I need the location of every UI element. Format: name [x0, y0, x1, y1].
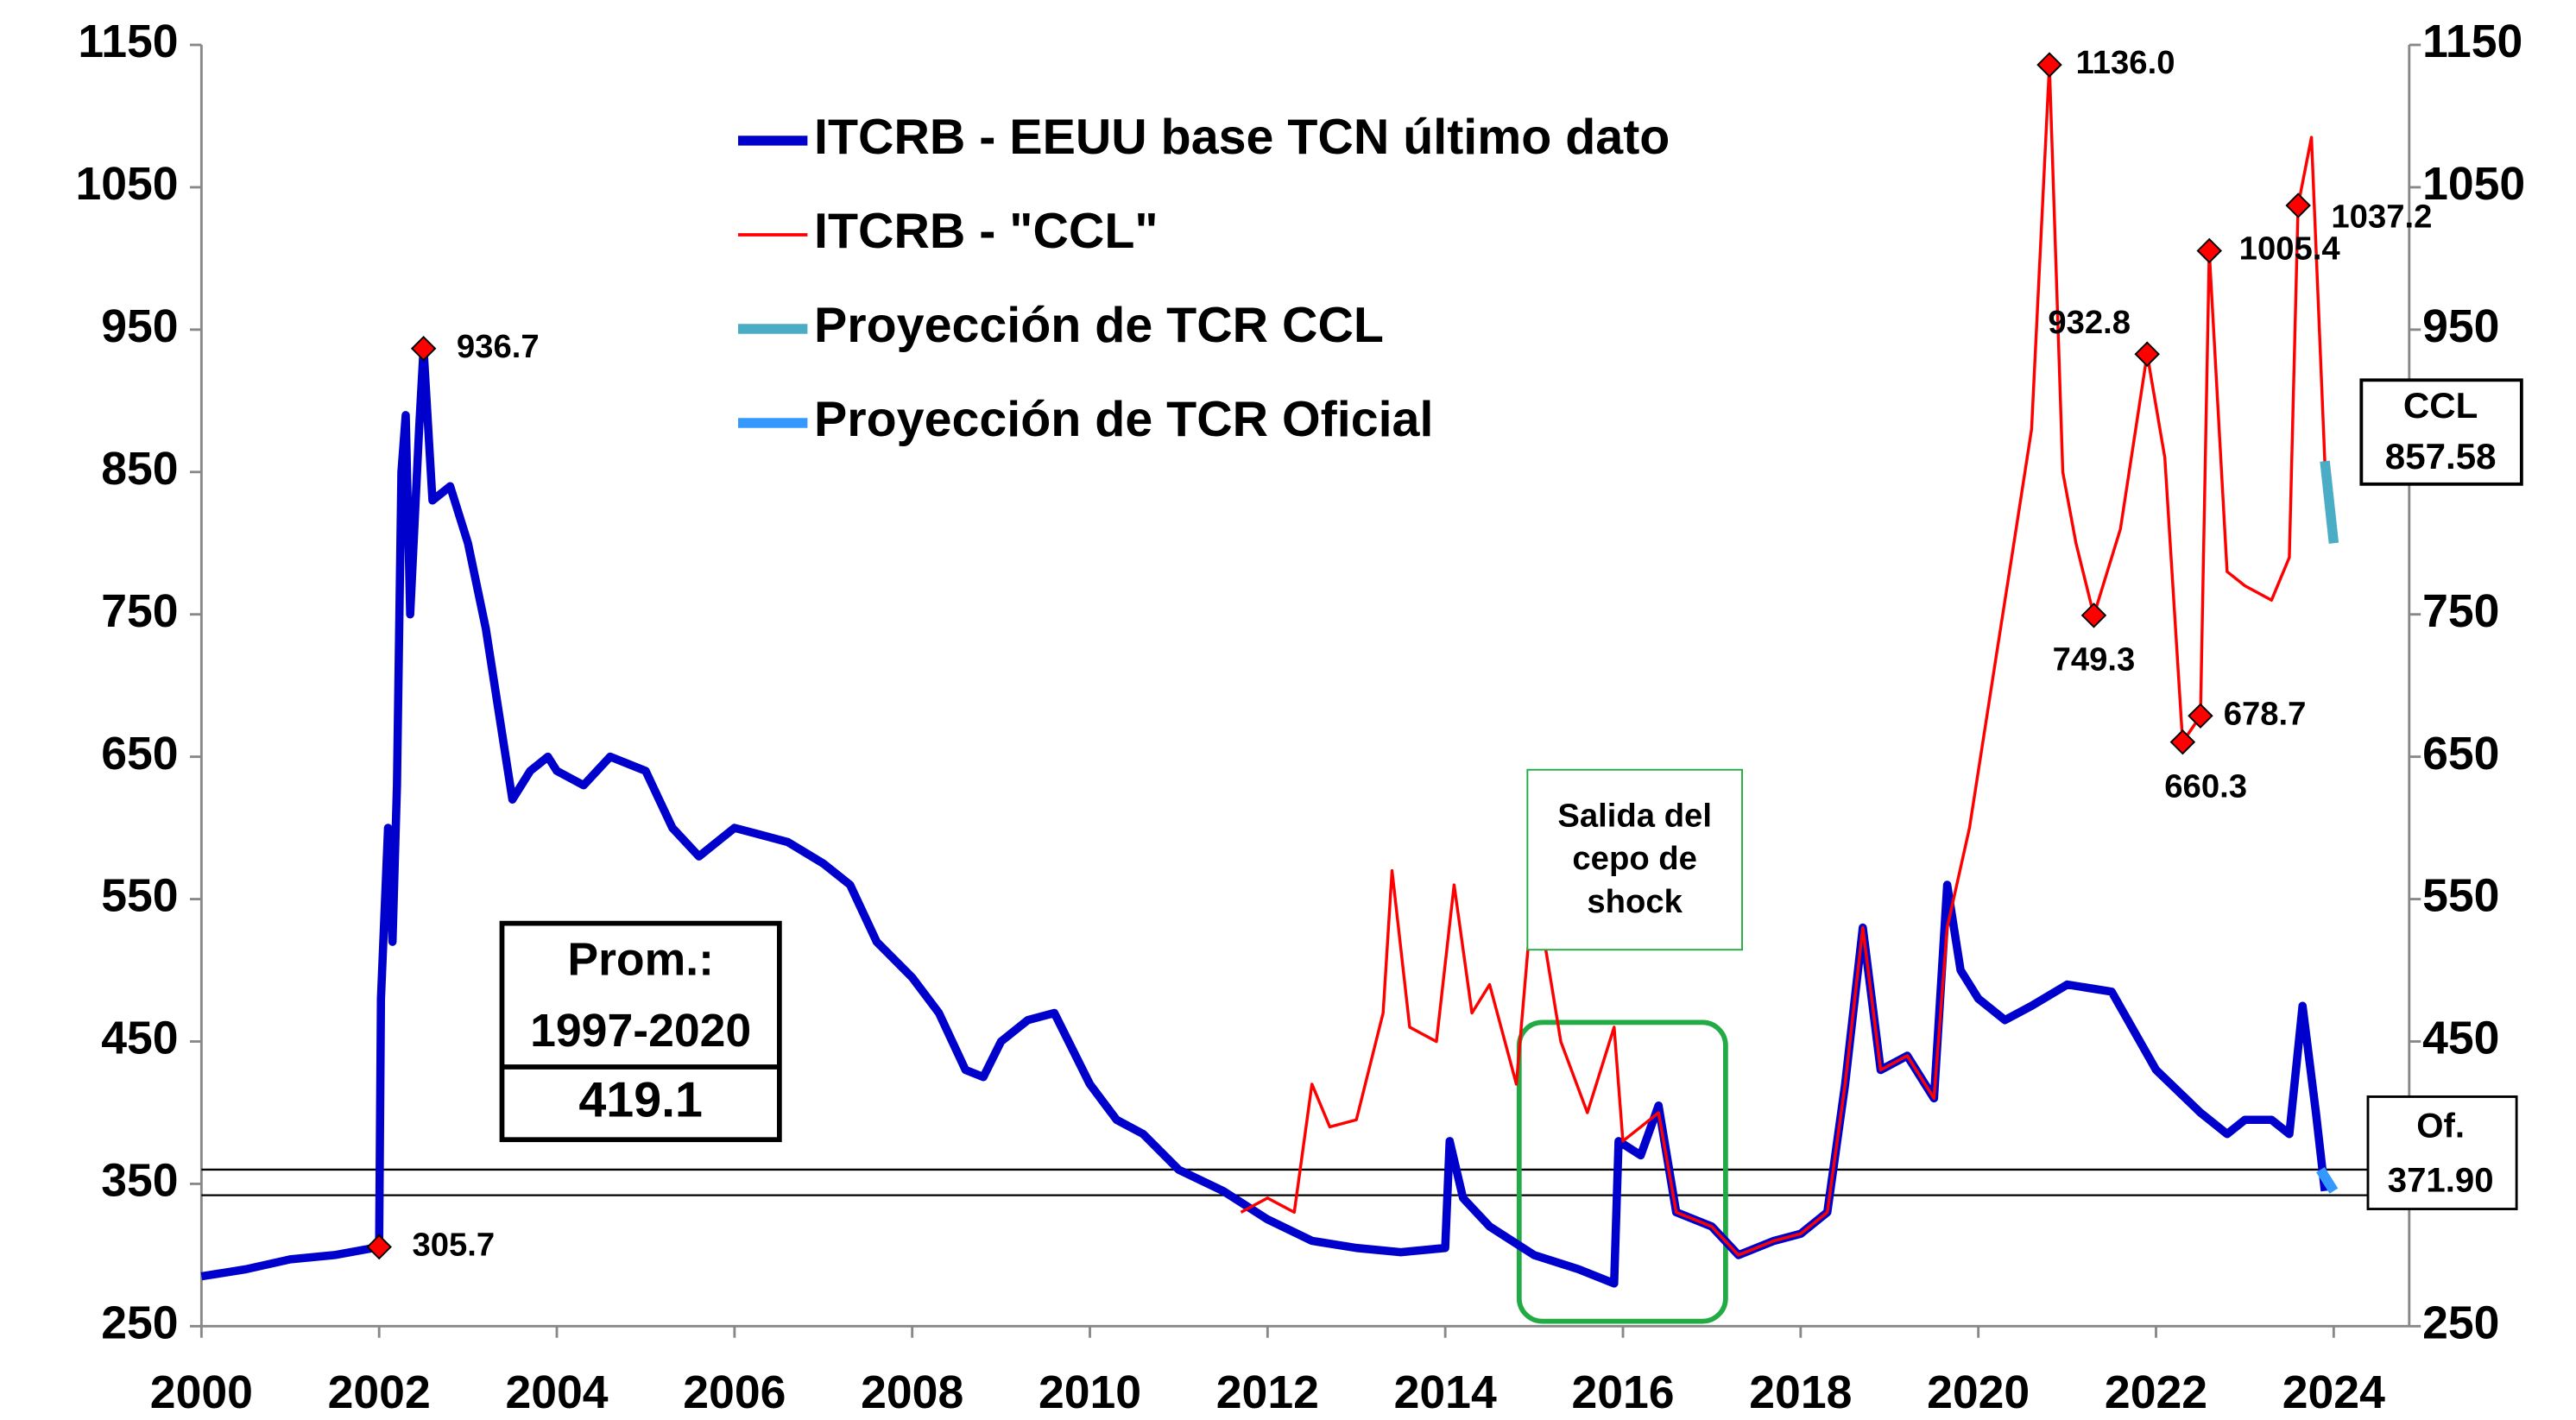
point-marker: [2134, 341, 2160, 367]
x-tick-label: 2014: [1394, 1367, 1497, 1416]
x-tick-label: 2022: [2105, 1367, 2207, 1416]
series-line: [2316, 1166, 2339, 1194]
legend-label: Proyección de TCR CCL: [814, 298, 1384, 353]
ccl-box: [2359, 378, 2523, 486]
point-marker: [2036, 52, 2062, 78]
x-tick-label: 2018: [1749, 1367, 1852, 1416]
point-marker: [2169, 729, 2196, 755]
x-tick-label: 2002: [328, 1367, 431, 1416]
point-label: 305.7: [412, 1227, 495, 1264]
y2-tick-label: 750: [2422, 586, 2499, 637]
ccl-text: 857.58: [2385, 436, 2497, 476]
point-marker: [366, 1234, 392, 1260]
x-tick-label: 2016: [1571, 1367, 1674, 1416]
legend-label: ITCRB - "CCL": [814, 204, 1159, 259]
y2-tick-label: 1050: [2422, 159, 2525, 210]
point-label: 749.3: [2053, 641, 2136, 678]
y2-tick-label: 250: [2422, 1297, 2499, 1348]
point-label: 678.7: [2224, 695, 2307, 732]
point-marker: [410, 336, 437, 362]
point-label: 936.7: [457, 328, 540, 365]
y-tick-label: 550: [101, 871, 178, 922]
official-text: 371.90: [2388, 1161, 2494, 1200]
official-box: [2366, 1095, 2518, 1210]
y2-tick-label: 950: [2422, 301, 2499, 352]
point-marker: [2196, 237, 2222, 264]
ccl-text: CCL: [2403, 385, 2478, 426]
point-marker: [2080, 603, 2107, 628]
legend-label: Proyección de TCR Oficial: [814, 392, 1433, 447]
x-tick-label: 2012: [1216, 1367, 1319, 1416]
y2-tick-label: 650: [2422, 729, 2499, 779]
average-text: 1997-2020: [530, 1006, 751, 1057]
y-tick-label: 1050: [75, 159, 178, 210]
point-label: 1005.4: [2239, 230, 2341, 268]
y-tick-label: 450: [101, 1013, 178, 1064]
point-marker: [2285, 192, 2311, 218]
y2-tick-label: 450: [2422, 1013, 2499, 1064]
x-tick-label: 2006: [683, 1367, 786, 1416]
series-line: [1240, 63, 2327, 1257]
point-marker: [2188, 703, 2213, 729]
y-tick-label: 850: [101, 444, 178, 495]
series-line: [200, 344, 2329, 1288]
point-label: 1037.2: [2331, 198, 2432, 235]
note-text: shock: [1587, 883, 1683, 920]
note-box: [1526, 768, 1743, 951]
y-tick-label: 650: [101, 729, 178, 779]
average-text: 419.1: [578, 1072, 703, 1127]
point-label: 932.8: [2048, 304, 2131, 341]
y-tick-label: 350: [101, 1156, 178, 1207]
legend-label: ITCRB - EEUU base TCN último dato: [814, 110, 1670, 165]
y-tick-label: 1150: [78, 16, 178, 67]
point-label: 1136.0: [2076, 44, 2175, 81]
average-box: [499, 920, 782, 1143]
series-line: [2320, 460, 2339, 544]
y-tick-label: 750: [101, 586, 178, 637]
point-label: 660.3: [2164, 767, 2247, 805]
x-tick-label: 2024: [2282, 1367, 2385, 1416]
y2-tick-label: 1150: [2422, 16, 2522, 67]
x-tick-label: 2010: [1039, 1367, 1141, 1416]
x-tick-label: 2008: [861, 1367, 963, 1416]
y2-tick-label: 550: [2422, 871, 2499, 922]
official-text: Of.: [2416, 1106, 2465, 1145]
y-tick-label: 250: [101, 1297, 178, 1348]
average-text: Prom.:: [567, 935, 714, 986]
note-text: cepo de: [1572, 840, 1697, 877]
highlight-box: [1516, 1019, 1728, 1324]
x-tick-label: 2000: [150, 1367, 253, 1416]
x-tick-label: 2004: [505, 1367, 608, 1416]
note-text: Salida del: [1557, 797, 1712, 834]
y-tick-label: 950: [101, 301, 178, 352]
x-tick-label: 2020: [1927, 1367, 2030, 1416]
